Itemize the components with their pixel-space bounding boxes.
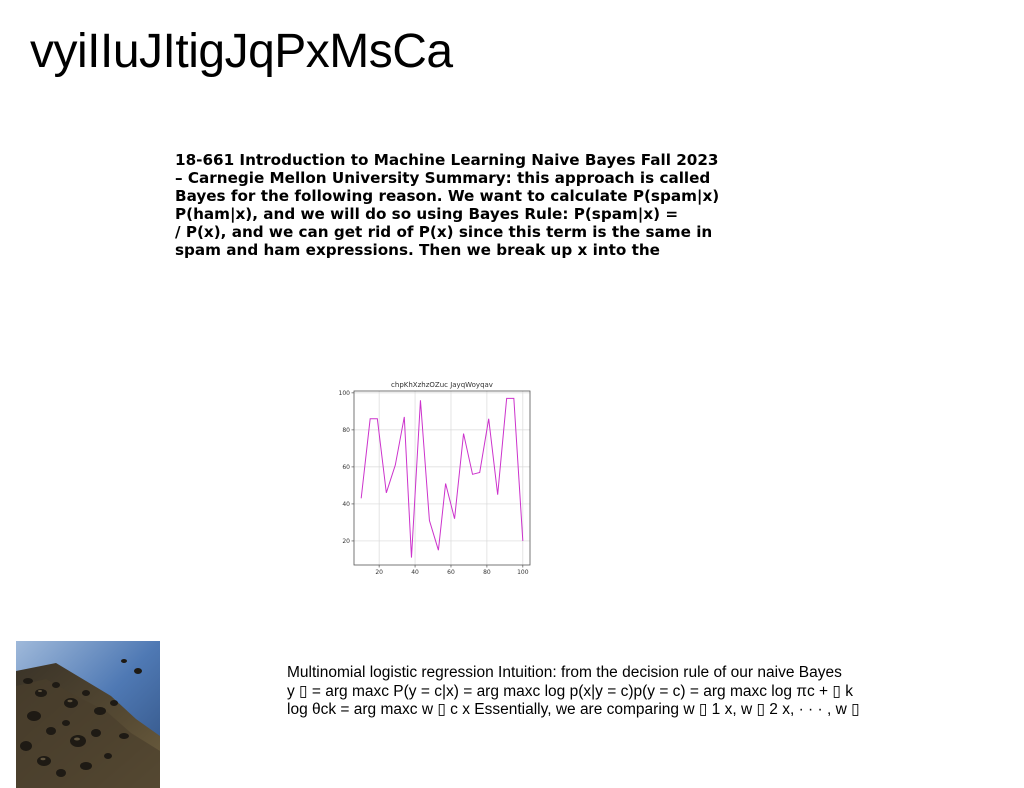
y-tick-label: 60 [342, 464, 350, 471]
page-title: vyiIIuJItigJqPxMsCa [30, 25, 453, 78]
y-tick-label: 100 [339, 390, 351, 397]
body-paragraph: Multinomial logistic regression Intuitio… [287, 664, 987, 720]
body-line: y ▯ = arg maxc P(y = c|x) = arg maxc log… [287, 682, 853, 700]
line-chart: chpKhXzhzOZuc JayqWoyqav 20 40 60 80 100 20 40 6… [328, 378, 538, 580]
y-tick-label: 80 [342, 427, 350, 434]
x-tick-label: 40 [411, 569, 419, 576]
body-line: log θck = arg maxc w ▯ c x Essentially, … [287, 701, 860, 718]
series-line [360, 397, 524, 558]
x-tick-label: 100 [517, 569, 529, 576]
summary-line: Bayes for the following reason. We want … [175, 187, 720, 205]
summary-line: – Carnegie Mellon University Summary: th… [175, 169, 711, 187]
summary-paragraph: 18-661 Introduction to Machine Learning … [175, 151, 775, 259]
x-tick-label: 60 [447, 569, 455, 576]
body-line: Multinomial logistic regression Intuitio… [287, 664, 842, 681]
summary-line: 18-661 Introduction to Machine Learning … [175, 151, 719, 169]
plot-frame [353, 390, 531, 566]
line-chart-svg: chpKhXzhzOZuc JayqWoyqav 20 40 60 80 100 20 40 6… [339, 381, 531, 576]
y-tick-label: 40 [342, 501, 350, 508]
chart-title: chpKhXzhzOZuc JayqWoyqav [391, 381, 493, 389]
x-tick-label: 80 [483, 569, 491, 576]
y-tick-label: 20 [342, 538, 350, 545]
summary-line: spam and ham expressions. Then we break … [175, 241, 660, 259]
summary-line: P(ham|x), and we will do so using Bayes … [175, 205, 679, 223]
pebble-beach-photo [16, 641, 160, 788]
x-tick-label: 20 [375, 569, 383, 576]
summary-line: / P(x), and we can get rid of P(x) since… [175, 223, 713, 241]
